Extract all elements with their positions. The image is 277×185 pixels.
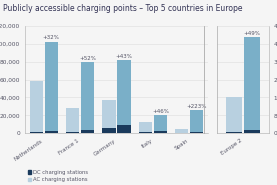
Bar [226,132,242,133]
Text: +223%: +223% [187,104,207,109]
Bar [102,100,116,128]
Bar [190,110,203,132]
Bar [81,130,94,133]
Bar [244,130,260,133]
Text: +46%: +46% [152,109,169,114]
Bar [175,129,188,133]
Bar [30,132,43,133]
Bar [66,108,79,132]
Text: Publicly accessible charging points – Top 5 countries in Europe: Publicly accessible charging points – To… [3,4,242,13]
Text: +52%: +52% [79,56,96,61]
Bar [154,115,167,131]
Bar [102,128,116,133]
Bar [226,97,242,132]
Bar [45,131,58,133]
Bar [30,81,43,132]
Bar [139,132,152,133]
Legend: DC charging stations, AC charging stations: DC charging stations, AC charging statio… [28,170,88,182]
Bar [244,37,260,130]
Bar [139,122,152,132]
Bar [117,125,130,133]
Bar [190,132,203,133]
Text: +49%: +49% [244,31,261,36]
Text: +32%: +32% [43,36,60,41]
Bar [45,42,58,131]
Text: +43%: +43% [116,54,132,59]
Bar [154,131,167,133]
Bar [117,60,130,125]
Bar [66,132,79,133]
Bar [81,62,94,130]
